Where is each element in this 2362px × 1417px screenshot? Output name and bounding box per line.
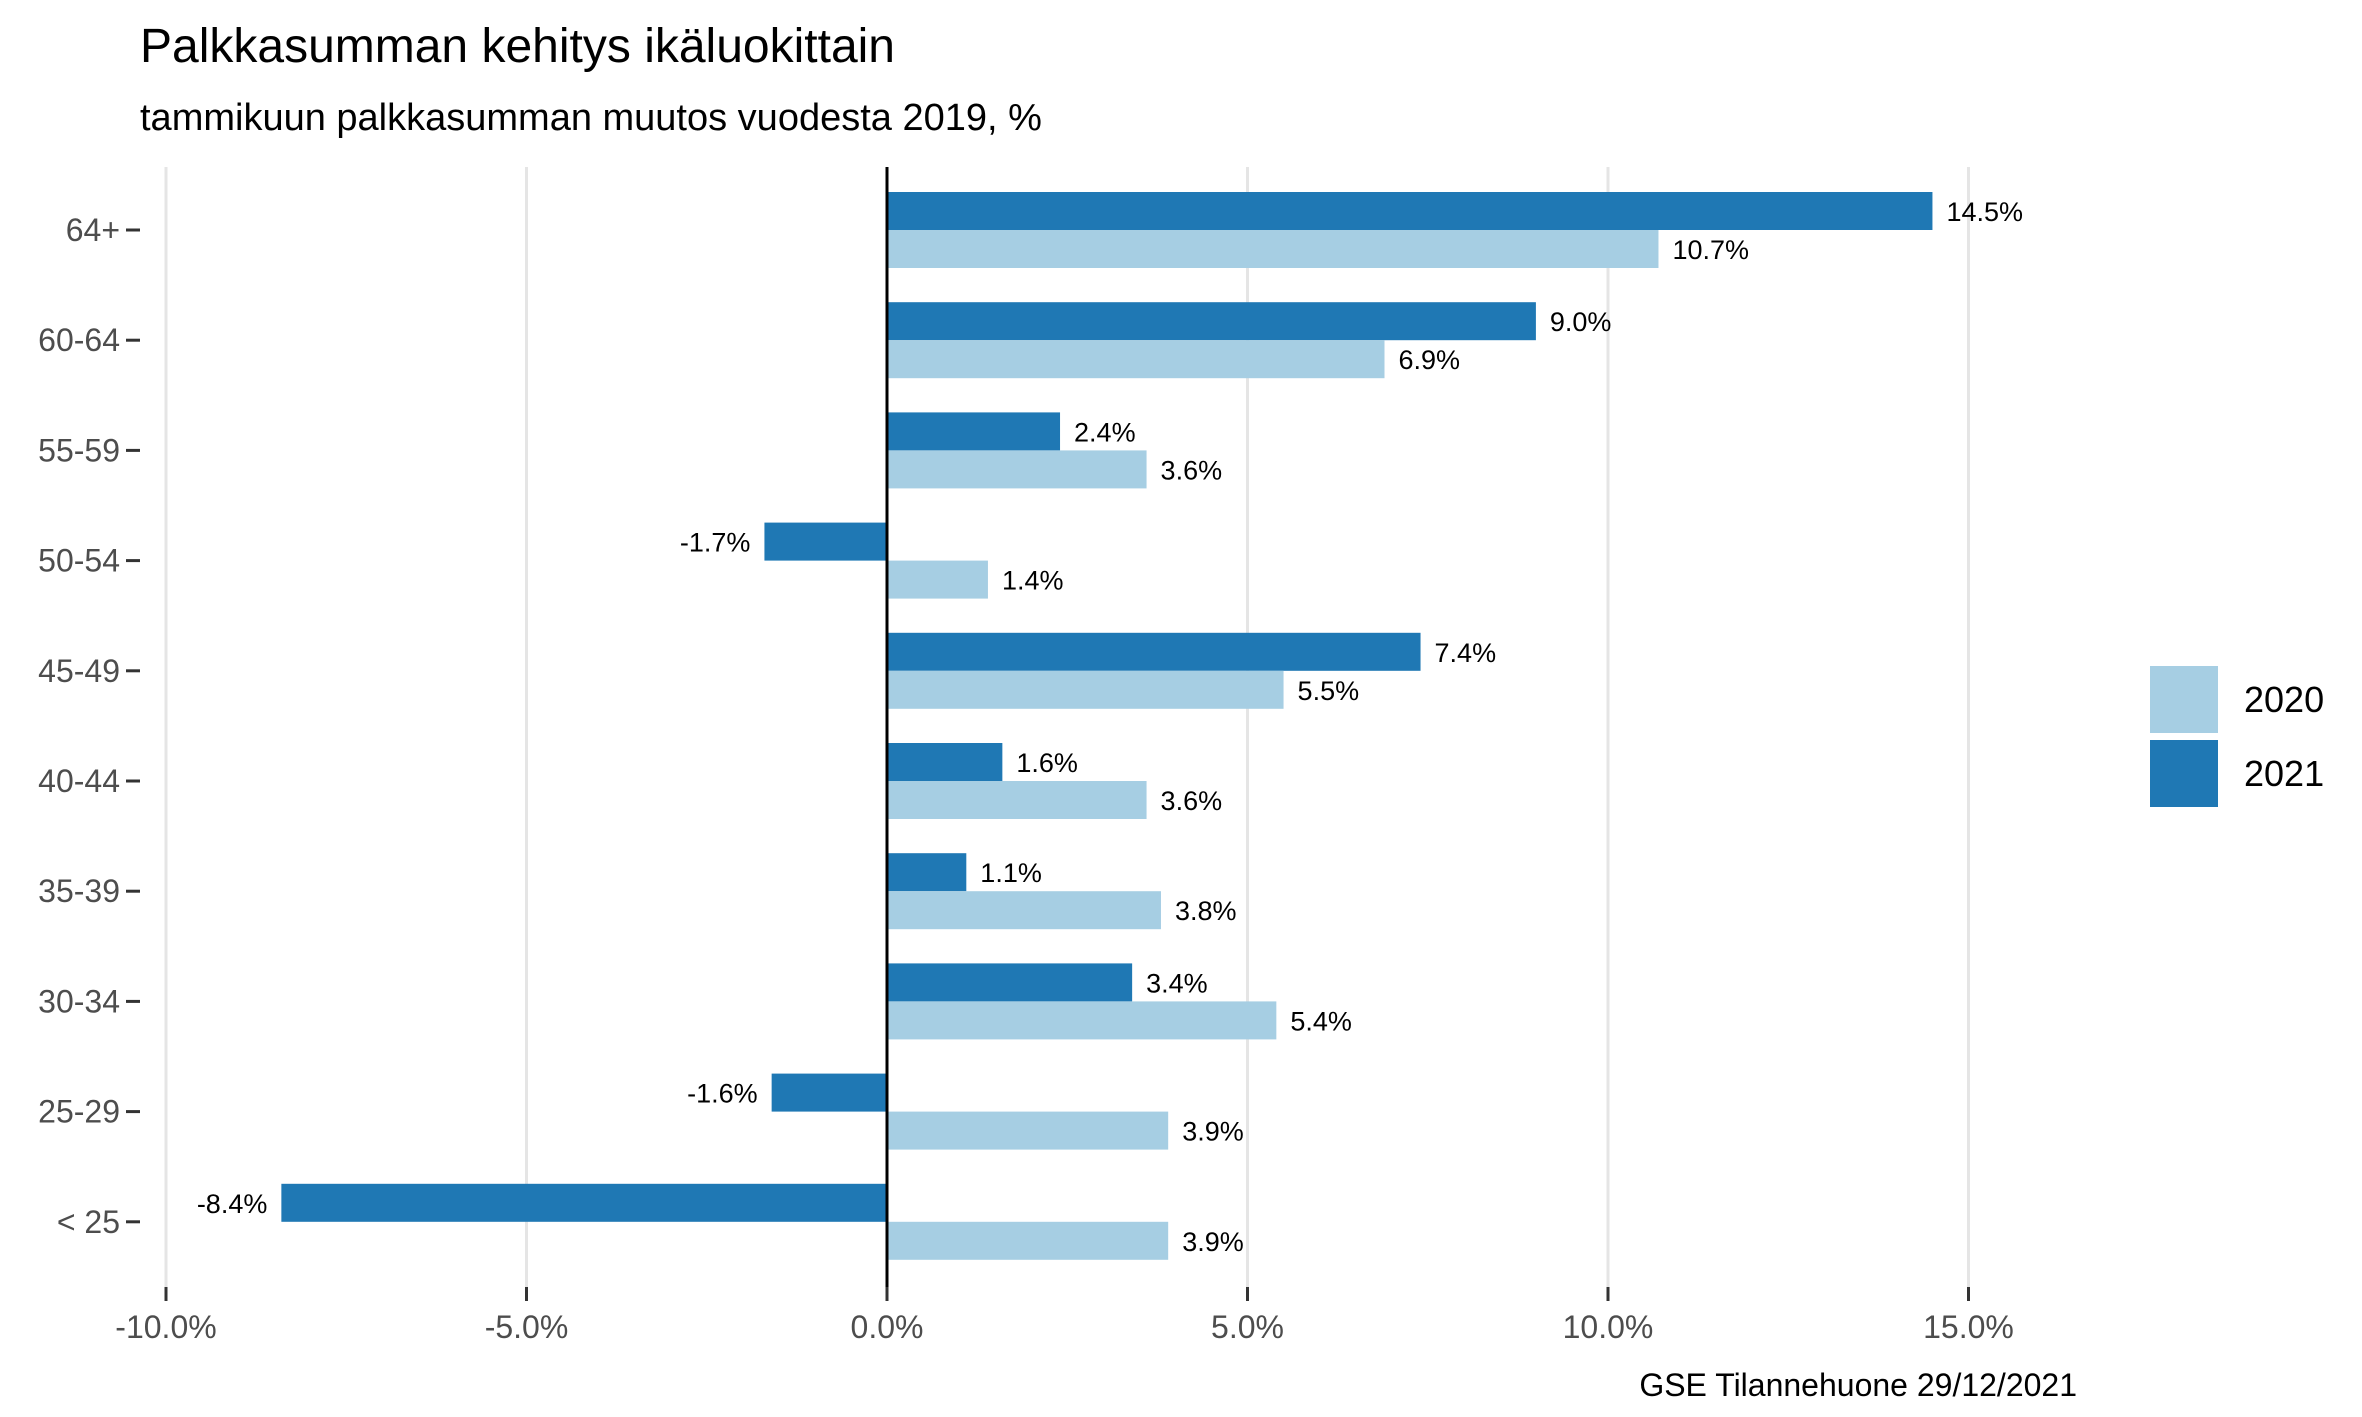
- data-label-2020: 3.8%: [1175, 896, 1237, 926]
- data-label-2020: 3.6%: [1161, 455, 1223, 485]
- data-label-2020: 5.5%: [1298, 676, 1360, 706]
- data-label-2021: 9.0%: [1550, 307, 1612, 337]
- bar-2020: [887, 891, 1161, 930]
- legend-label-2021: 2021: [2244, 753, 2324, 794]
- data-label-2021: 3.4%: [1146, 968, 1208, 998]
- bar-2020: [887, 230, 1659, 268]
- bar-2020: [887, 1001, 1277, 1040]
- legend: 2020 2021: [2150, 666, 2324, 807]
- bar-2020: [887, 1221, 1169, 1260]
- x-tick-label: -5.0%: [485, 1309, 569, 1345]
- bar-2021: [887, 743, 1003, 781]
- x-axis: -10.0% -5.0% 0.0% 5.0% 10.0% 15.0%: [115, 1287, 2014, 1345]
- bar-2021: [764, 522, 887, 561]
- legend-label-2020: 2020: [2244, 679, 2324, 720]
- bar-2021: [887, 192, 1933, 230]
- data-label-2021: 7.4%: [1435, 638, 1497, 668]
- bar-2020: [887, 781, 1147, 819]
- y-tick-label: 60-64: [38, 322, 120, 358]
- data-label-2020: 3.9%: [1182, 1227, 1244, 1257]
- bar-2021: [887, 632, 1421, 671]
- chart-subtitle: tammikuun palkkasumman muutos vuodesta 2…: [140, 97, 1042, 139]
- y-tick-label: 45-49: [38, 653, 120, 689]
- x-tick-label: 10.0%: [1563, 1309, 1654, 1345]
- legend-key-2020: [2150, 666, 2218, 733]
- bar-2021: [281, 1183, 887, 1222]
- y-axis: 64+ 60-64 55-59 50-54 45-49 40-44 35-39 30-34 25…: [38, 212, 140, 1240]
- data-label-2021: 2.4%: [1074, 417, 1136, 447]
- data-label-2020: 3.6%: [1161, 786, 1223, 816]
- data-label-2020: 10.7%: [1672, 235, 1749, 265]
- data-label-2021: 1.6%: [1016, 748, 1078, 778]
- y-tick-label: < 25: [57, 1204, 120, 1240]
- bar-2020: [887, 560, 988, 599]
- legend-key-2021: [2150, 740, 2218, 807]
- y-tick-label: 55-59: [38, 432, 120, 468]
- x-tick-label: 15.0%: [1923, 1309, 2014, 1345]
- x-tick-label: 0.0%: [851, 1309, 924, 1345]
- data-label-2021: -1.6%: [687, 1079, 758, 1109]
- data-label-2021: -8.4%: [197, 1189, 268, 1219]
- y-tick-label: 40-44: [38, 763, 120, 799]
- chart-caption: GSE Tilannehuone 29/12/2021: [1639, 1367, 2077, 1403]
- data-label-2020: 5.4%: [1290, 1006, 1352, 1036]
- y-tick-label: 30-34: [38, 983, 120, 1019]
- bar-2021: [771, 1073, 887, 1112]
- bar-2021: [887, 412, 1061, 451]
- y-tick-label: 25-29: [38, 1094, 120, 1130]
- data-label-2020: 3.9%: [1182, 1117, 1244, 1147]
- x-tick-label: 5.0%: [1211, 1309, 1284, 1345]
- bar-2021: [887, 302, 1536, 341]
- chart-title: Palkkasumman kehitys ikäluokittain: [140, 20, 895, 73]
- bars: 14.5% 10.7% 9.0% 6.9% 2.4% 3.6% -1.7% 1.4% 7.4% 5…: [197, 192, 2023, 1260]
- data-label-2020: 6.9%: [1398, 345, 1460, 375]
- y-tick-label: 50-54: [38, 543, 120, 579]
- data-label-2021: 14.5%: [1946, 197, 2023, 227]
- bar-2020: [887, 670, 1284, 709]
- y-tick-label: 35-39: [38, 873, 120, 909]
- data-label-2021: 1.1%: [980, 858, 1042, 888]
- bar-2020: [887, 1111, 1169, 1150]
- x-tick-label: -10.0%: [115, 1309, 216, 1345]
- bar-2021: [887, 853, 967, 892]
- data-label-2020: 1.4%: [1002, 566, 1064, 596]
- bar-2020: [887, 340, 1385, 379]
- bar-2020: [887, 450, 1147, 489]
- y-tick-label: 64+: [66, 212, 120, 248]
- data-label-2021: -1.7%: [680, 528, 751, 558]
- bar-2021: [887, 963, 1133, 1002]
